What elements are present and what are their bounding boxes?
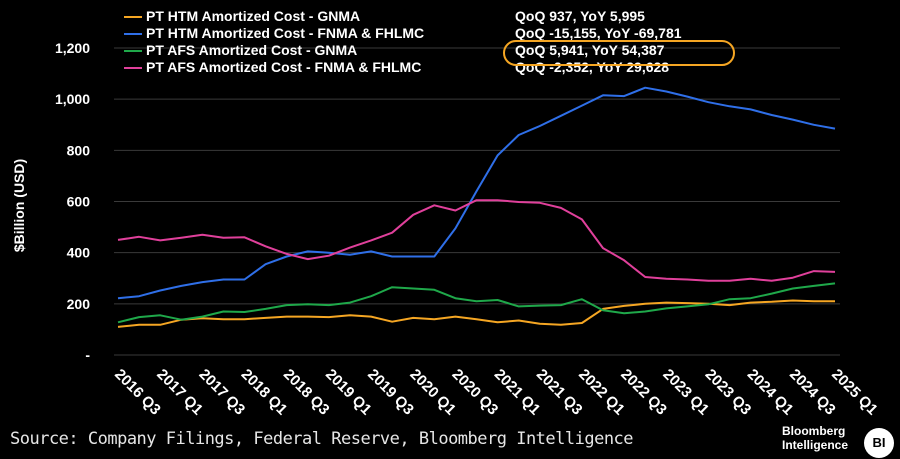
series-line-4: [117, 199, 836, 282]
legend-item: PT AFS Amortized Cost - GNMA: [124, 42, 357, 58]
x-tick-label: 2020 Q1: [406, 366, 459, 419]
bi-badge-icon: BI: [864, 428, 894, 458]
legend-item: PT AFS Amortized Cost - FNMA & FHLMC: [124, 59, 421, 75]
legend-item: PT HTM Amortized Cost - FNMA & FHLMC: [124, 25, 424, 41]
legend-label: PT AFS Amortized Cost - GNMA: [146, 42, 358, 58]
y-tick-label: 800: [67, 142, 91, 158]
legend-stat: QoQ -2,352, YoY 29,628: [515, 59, 670, 75]
x-tick-label: 2018 Q3: [280, 366, 333, 419]
highlight-ellipse: [503, 40, 735, 66]
legend-swatch: [124, 33, 142, 36]
x-tick-label: 2022 Q3: [617, 366, 670, 419]
brand-logo: Bloomberg Intelligence: [782, 424, 848, 452]
x-tick-label: 2021 Q3: [533, 366, 586, 419]
legend-label: PT HTM Amortized Cost - FNMA & FHLMC: [146, 25, 425, 41]
brand-line-2: Intelligence: [782, 438, 849, 452]
y-tick-label: 400: [67, 245, 91, 261]
legend-stat: QoQ -15,155, YoY -69,781: [515, 25, 682, 41]
source-note: Source: Company Filings, Federal Reserve…: [10, 429, 634, 449]
series-line-2: [117, 86, 836, 300]
x-tick-label: 2018 Q1: [238, 366, 291, 419]
legend-label: PT AFS Amortized Cost - FNMA & FHLMC: [146, 59, 422, 75]
legend-swatch: [124, 50, 142, 53]
x-tick-label: 2023 Q3: [702, 366, 755, 419]
x-tick-label: 2017 Q3: [196, 366, 249, 419]
x-tick-label: 2019 Q1: [322, 366, 375, 419]
legend-label: PT HTM Amortized Cost - GNMA: [146, 8, 361, 24]
y-tick-label: 200: [67, 296, 91, 312]
legend-swatch: [124, 16, 142, 19]
series-line-3: [117, 282, 836, 324]
x-tick-label: 2024 Q3: [786, 366, 839, 419]
x-tick-label: 2017 Q1: [153, 366, 206, 419]
x-tick-label: 2022 Q1: [575, 366, 628, 419]
legend-stat: QoQ 5,941, YoY 54,387: [515, 42, 665, 58]
legend-swatch: [124, 67, 142, 70]
legend-stat: QoQ 937, YoY 5,995: [515, 8, 645, 24]
x-tick-label: 2025 Q1: [828, 366, 881, 419]
x-tick-label: 2016 Q3: [111, 366, 164, 419]
x-tick-label: 2021 Q1: [491, 366, 544, 419]
x-tick-label: 2020 Q3: [449, 366, 502, 419]
x-tick-label: 2023 Q1: [659, 366, 712, 419]
x-tick-label: 2019 Q3: [364, 366, 417, 419]
x-tick-label: 2024 Q1: [744, 366, 797, 419]
y-tick-label: 1,200: [55, 40, 90, 56]
y-tick-label: -: [85, 347, 90, 363]
y-tick-label: 1,000: [55, 91, 90, 107]
legend-item: PT HTM Amortized Cost - GNMA: [124, 8, 360, 24]
series-line-1: [117, 299, 835, 328]
y-axis-label: $Billion (USD): [11, 159, 27, 252]
y-tick-label: 600: [67, 194, 91, 210]
brand-line-1: Bloomberg: [782, 424, 846, 438]
